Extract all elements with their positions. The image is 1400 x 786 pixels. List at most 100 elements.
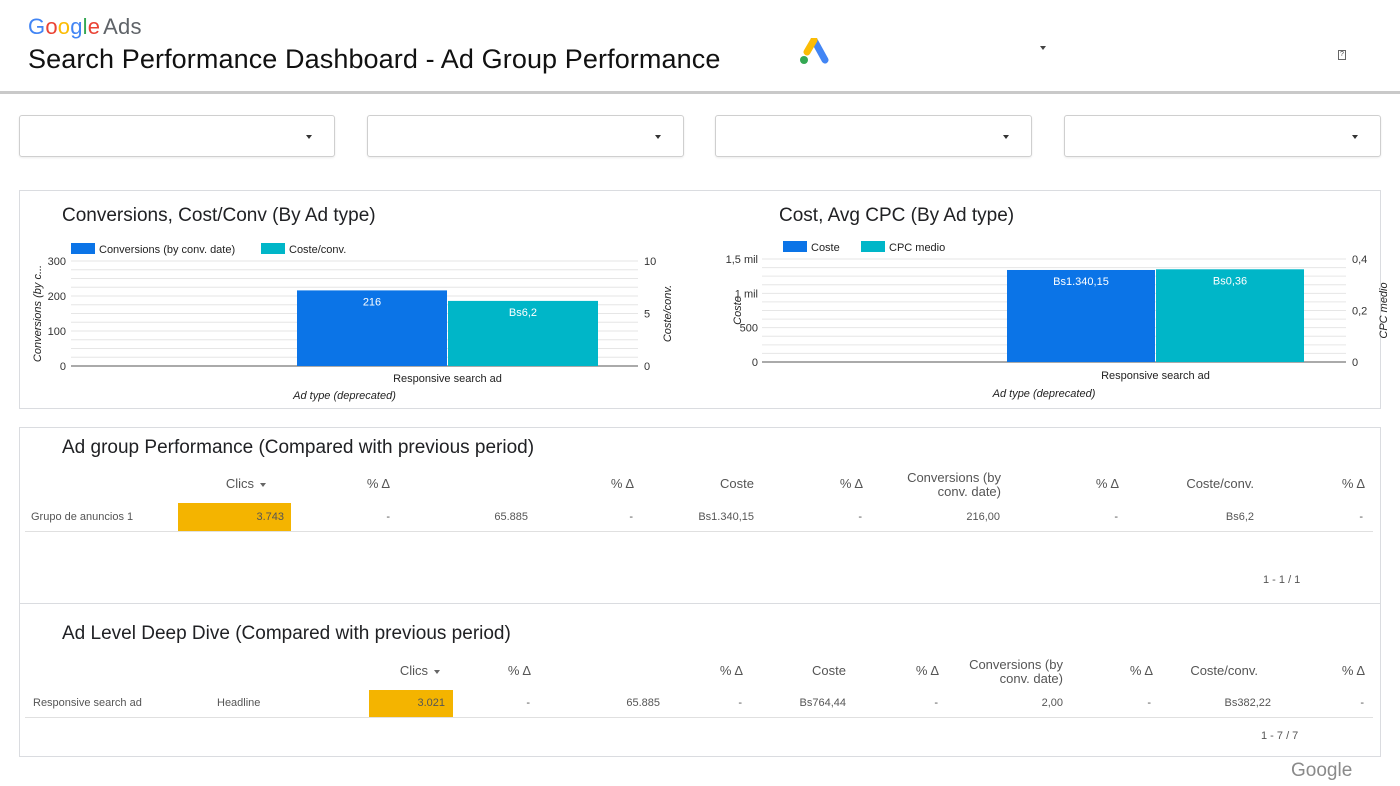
cell-delta: - (1359, 511, 1363, 523)
cell-conversions: 216,00 (966, 511, 1000, 523)
conversions-chart-svg: 0 100 200 300 0 5 10 216 Conversions (by conv. d… (32, 243, 674, 402)
legend-swatch (261, 243, 285, 254)
ad-level-table-panel: Ad Level Deep Dive (Compared with previo… (19, 603, 1381, 757)
x-axis-label: Ad type (deprecated) (292, 390, 396, 402)
column-header-coste-conv[interactable]: Coste/conv. (1190, 663, 1258, 678)
y2-axis-label: Coste/conv. (662, 285, 674, 342)
chart-title-cost: Cost, Avg CPC (By Ad type) (779, 205, 1015, 226)
y2-tick-label: 0 (644, 361, 650, 373)
column-header-clics[interactable]: Clics (380, 664, 440, 678)
chevron-down-icon (306, 135, 312, 139)
bar-data-label: Bs1.340,15 (1053, 276, 1109, 288)
legend-label: CPC medio (889, 242, 945, 254)
page-title: Search Performance Dashboard - Ad Group … (28, 44, 721, 74)
x-tick-label: Responsive search ad (1101, 370, 1210, 382)
cost-chart-svg: 0 500 1 mil 1,5 mil 0 0,2 0,4 Bs1.340,15 Coste Bs… (726, 241, 1390, 400)
legend-label: Coste/conv. (289, 244, 346, 256)
y2-tick-label: 0 (1352, 357, 1358, 369)
bar-data-label: Bs0,36 (1213, 275, 1247, 287)
chevron-down-icon (655, 135, 661, 139)
heatmap-cell (178, 503, 291, 531)
column-header-coste[interactable]: Coste (812, 663, 846, 678)
column-header-clics[interactable]: Clics (206, 477, 266, 491)
charts-panel: Conversions, Cost/Conv (By Ad type) Cost… (19, 190, 1390, 409)
cell-delta: - (386, 511, 390, 523)
column-header-delta[interactable]: % Δ (839, 476, 863, 491)
chevron-down-icon[interactable] (1040, 46, 1046, 50)
divider (25, 717, 1373, 718)
header: Google Ads Search Performance Dashboard -… (0, 0, 1400, 94)
bar-data-label: 216 (363, 296, 381, 308)
y2-tick-label: 0,2 (1352, 306, 1367, 318)
y-tick-label: 200 (48, 291, 66, 303)
cost-chart: 0 500 1 mil 1,5 mil 0 0,2 0,4 Bs1.340,15 Coste Bs… (700, 191, 1390, 415)
cell-delta: - (1360, 697, 1364, 709)
bar (1156, 269, 1304, 362)
column-header-delta[interactable]: % Δ (1129, 663, 1153, 678)
conversions-chart: 0 100 200 300 0 5 10 216 Conversions (by conv. d… (20, 191, 700, 415)
cell-delta: - (629, 511, 633, 523)
y2-tick-label: 10 (644, 256, 656, 268)
column-header-delta[interactable]: % Δ (915, 663, 939, 678)
cell-coste: Bs1.340,15 (698, 511, 754, 523)
column-header-delta[interactable]: % Δ (1341, 663, 1365, 678)
legend-label: Conversions (by conv. date) (99, 244, 235, 256)
cell-conversions: 2,00 (1041, 697, 1063, 709)
sort-desc-icon (434, 669, 440, 674)
sort-desc-icon (260, 482, 266, 487)
heatmap-cell (369, 690, 453, 717)
cell-delta: - (858, 511, 862, 523)
y-tick-label: 100 (48, 326, 66, 338)
legend-swatch (861, 241, 885, 252)
y-tick-label: 500 (740, 323, 758, 335)
legend-swatch (71, 243, 95, 254)
cell-impressions: 65.885 (626, 697, 660, 709)
bar-data-label: Bs6,2 (509, 307, 537, 319)
column-header-delta[interactable]: % Δ (719, 663, 743, 678)
y-axis-label: Conversions (by c... (32, 265, 44, 362)
filter-control-3[interactable] (715, 115, 1032, 157)
google-ads-mark-icon (800, 38, 829, 64)
column-header-coste[interactable]: Coste (720, 476, 754, 491)
cell-coste-conv: Bs382,22 (1224, 697, 1271, 709)
cell-clics: 3.021 (417, 697, 445, 709)
ad-group-table-panel: Ad group Performance (Compared with prev… (19, 427, 1381, 604)
cell-coste: Bs764,44 (799, 697, 846, 709)
cell-delta: - (738, 697, 742, 709)
pagination-label: 1 - 7 / 7 (1261, 730, 1299, 742)
google-ads-logo: Google Ads (28, 14, 142, 39)
bar (1007, 269, 1155, 362)
legend-swatch (783, 241, 807, 252)
chevron-down-icon (1352, 135, 1358, 139)
chart-title-conversions: Conversions, Cost/Conv (By Ad type) (62, 205, 376, 226)
cell-delta: - (1114, 511, 1118, 523)
column-header-conversions[interactable]: Conversions (by conv. date) (969, 657, 1063, 686)
ad-group-name: Grupo de anuncios 1 (31, 511, 134, 523)
column-header-coste-conv[interactable]: Coste/conv. (1186, 476, 1254, 491)
pagination-label: 1 - 1 / 1 (1263, 574, 1301, 586)
y2-tick-label: 0,4 (1352, 254, 1367, 266)
filter-control-1[interactable] (19, 115, 335, 157)
x-tick-label: Responsive search ad (393, 373, 502, 385)
filter-control-4[interactable] (1064, 115, 1381, 157)
bar (297, 290, 447, 366)
column-header-delta[interactable]: % Δ (366, 476, 390, 491)
filter-control-2[interactable] (367, 115, 684, 157)
cell-impressions: 65.885 (494, 511, 528, 523)
x-axis-label: Ad type (deprecated) (992, 388, 1096, 400)
chevron-down-icon (1003, 135, 1009, 139)
google-footer-logo: Google (1291, 760, 1353, 781)
column-header-delta[interactable]: % Δ (1341, 476, 1365, 491)
column-header-delta[interactable]: % Δ (507, 663, 531, 678)
legend-label: Coste (811, 242, 840, 254)
headline-cell: Headline (217, 697, 261, 709)
y-tick-label: 0 (60, 361, 66, 373)
column-header-delta[interactable]: % Δ (610, 476, 634, 491)
help-icon[interactable]: ? (1338, 50, 1346, 60)
ad-level-table-title: Ad Level Deep Dive (Compared with previo… (62, 623, 511, 644)
cell-coste-conv: Bs6,2 (1225, 511, 1254, 523)
cell-delta: - (1147, 697, 1151, 709)
column-header-conversions[interactable]: Conversions (by conv. date) (907, 470, 1001, 499)
bar (448, 300, 598, 366)
column-header-delta[interactable]: % Δ (1095, 476, 1119, 491)
